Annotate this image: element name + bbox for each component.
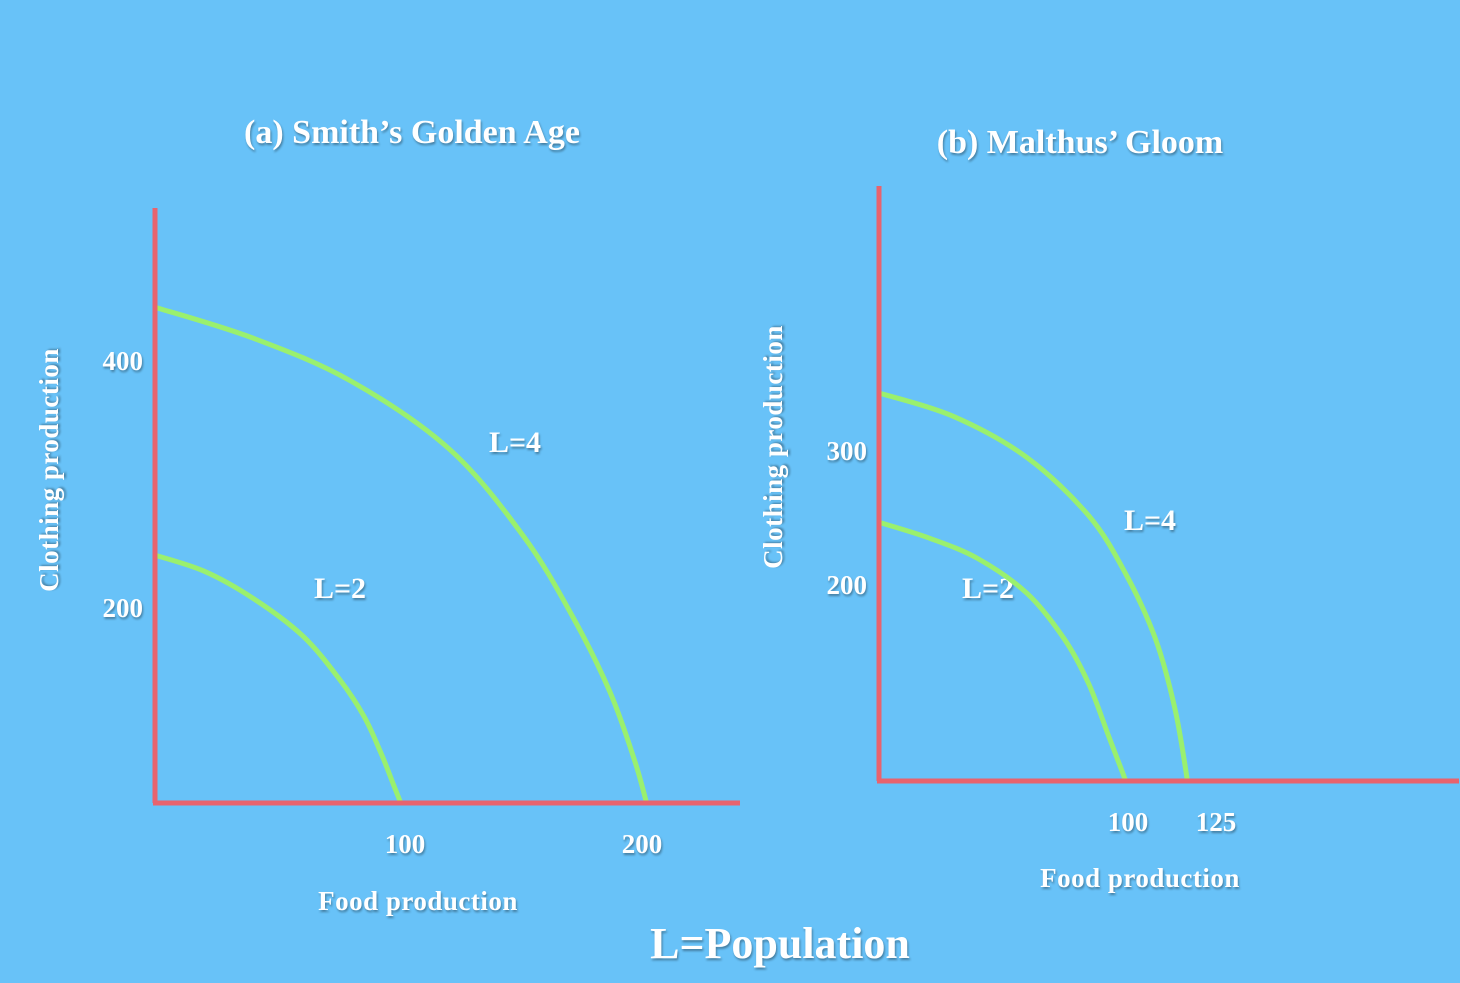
chart-b-title: (b) Malthus’ Gloom [937,124,1223,161]
chart-a-ytick-200: 200 [103,593,144,623]
chart-b-xtick-100: 100 [1108,807,1149,837]
chart-a-xtick-200: 200 [622,829,663,859]
chart-a-ytick-400: 400 [103,346,144,376]
chart-b-xlabel: Food production [1040,863,1240,893]
chart-a-ylabel: Clothing production [34,348,64,592]
population-legend-text: L=Population [650,919,910,968]
chart-b-ytick-300: 300 [827,436,868,466]
chart-b-curve-l2 [876,519,1129,784]
chart-a-series-label-l4: L=4 [489,426,541,459]
plot-layer [152,186,1459,806]
chart-b-ytick-200: 200 [827,570,868,600]
chart-a-curve-l2 [152,552,404,806]
chart-b-ylabel: Clothing production [758,325,788,569]
chart-a-xlabel: Food production [318,886,518,916]
chart-a-xtick-100: 100 [385,829,426,859]
chart-a-series-label-l2: L=2 [314,572,366,605]
chart-a-curve-l4 [152,304,650,806]
chart-b-curve-l4 [876,390,1190,784]
chart-b-series-label-l4: L=4 [1124,504,1176,537]
chart-b-xtick-125: 125 [1196,807,1237,837]
chart-a-title: (a) Smith’s Golden Age [244,114,580,151]
